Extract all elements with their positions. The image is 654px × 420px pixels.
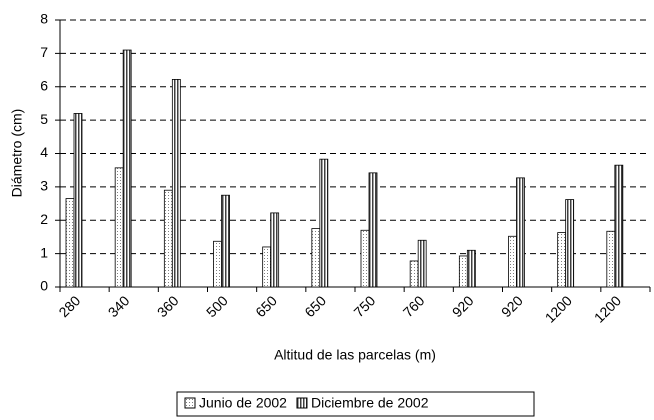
y-tick-label: 4 xyxy=(40,144,48,160)
bar xyxy=(565,199,575,288)
bar xyxy=(360,229,370,288)
bar xyxy=(516,177,525,288)
bar xyxy=(557,232,567,288)
bar xyxy=(508,235,517,288)
legend-label: Junio de 2002 xyxy=(199,395,287,411)
legend-frame xyxy=(176,391,535,417)
legend-label: Diciembre de 2002 xyxy=(311,395,429,411)
bar xyxy=(262,246,272,288)
legend: Junio de 2002 Diciembre de 2002 xyxy=(176,391,535,417)
x-tick-label: 760 xyxy=(400,292,428,320)
bar xyxy=(311,228,321,288)
bar xyxy=(213,240,222,288)
bar xyxy=(466,249,476,288)
y-tick-label: 5 xyxy=(40,111,48,127)
y-tick-label: 3 xyxy=(40,178,48,194)
bar xyxy=(319,158,329,288)
y-axis-title: Diámetro (cm) xyxy=(9,109,25,198)
bar xyxy=(73,113,83,288)
x-tick-label: 280 xyxy=(55,292,83,320)
x-tick-label: 750 xyxy=(350,292,378,320)
x-tick-label: 920 xyxy=(498,292,526,320)
x-tick-label: 920 xyxy=(449,292,477,320)
y-tick-label: 1 xyxy=(40,244,48,260)
bar xyxy=(614,164,624,288)
x-tick-label: 650 xyxy=(252,292,280,320)
x-tick-label: 340 xyxy=(105,292,133,320)
y-tick-label: 2 xyxy=(40,211,48,227)
bar xyxy=(458,255,468,288)
x-tick-label: 1200 xyxy=(591,292,624,325)
y-tick-label: 6 xyxy=(40,77,48,93)
bar xyxy=(417,239,427,288)
bar xyxy=(65,198,75,288)
bar xyxy=(409,260,419,288)
x-axis-title: Altitud de las parcelas (m) xyxy=(274,347,436,363)
bar xyxy=(606,230,616,288)
legend-swatch xyxy=(296,397,308,409)
y-tick-label: 7 xyxy=(40,44,48,60)
bar xyxy=(163,189,173,288)
legend-swatch xyxy=(184,397,196,409)
bar xyxy=(368,172,378,288)
bar xyxy=(114,167,124,288)
y-tick-label: 8 xyxy=(40,11,48,27)
bar xyxy=(171,79,181,288)
x-tick-label: 360 xyxy=(154,292,182,320)
x-tick-label: 1200 xyxy=(542,292,575,325)
x-tick-label: 500 xyxy=(203,292,231,320)
bar xyxy=(270,212,280,288)
y-tick-label: 0 xyxy=(40,278,48,294)
x-tick-label: 650 xyxy=(301,292,329,320)
bar xyxy=(122,49,132,288)
bar xyxy=(221,194,230,288)
